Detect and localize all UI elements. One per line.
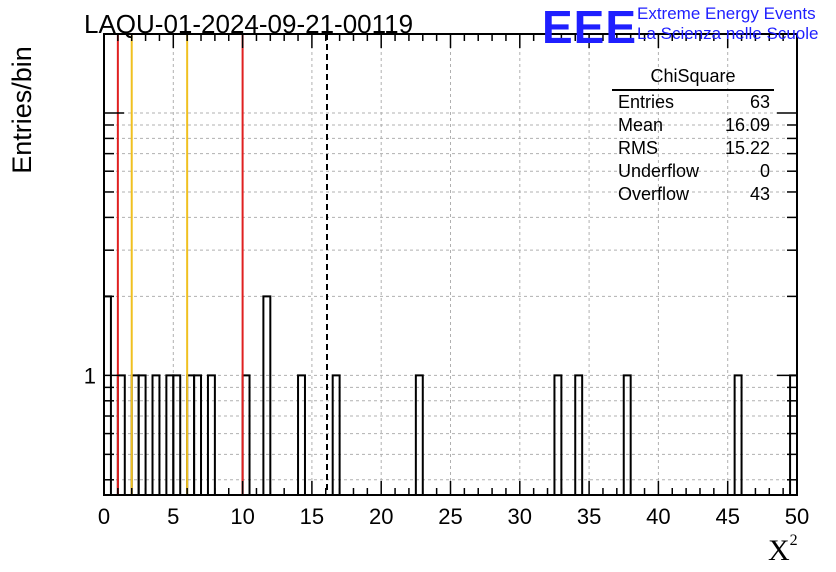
stats-row: Entries 63: [610, 91, 778, 114]
x-tick-label: 10: [230, 504, 254, 529]
logo-line-2: La Scienza nelle Scuole: [637, 24, 819, 43]
histogram-bar: [172, 374, 182, 495]
histogram-bar: [165, 374, 175, 495]
stats-value: 43: [749, 184, 770, 204]
eee-logo-mark: EEE: [542, 1, 638, 53]
histogram-bar: [297, 374, 306, 495]
histogram-bar: [137, 374, 147, 495]
stats-row: Overflow 43: [610, 183, 778, 206]
stats-row: RMS 15.22: [610, 137, 778, 160]
stats-row: Mean 16.09: [610, 114, 778, 137]
stats-label: Mean: [618, 115, 664, 135]
histogram-bar: [414, 374, 424, 495]
histogram-bar: [186, 374, 196, 495]
x-tick-labels: 0 5 10 15 20 25 30 35 40 45 50: [98, 504, 809, 529]
x-tick-label: 35: [577, 504, 601, 529]
reference-lines: [116, 34, 329, 495]
histogram-bar: [574, 374, 584, 495]
y-axis-label: Entries/bin: [7, 46, 37, 174]
axis-ticks: [103, 34, 798, 495]
stats-label: Entries: [618, 92, 675, 112]
stats-label: Underflow: [618, 161, 700, 181]
x-tick-label: 25: [438, 504, 462, 529]
x-tick-label: 15: [300, 504, 324, 529]
y-tick-label: 1: [84, 363, 96, 388]
x-tick-label: 30: [508, 504, 532, 529]
histogram-bar: [241, 374, 251, 495]
histogram-bar: [130, 374, 140, 495]
stats-value: 63: [749, 92, 770, 112]
histogram-bar: [206, 374, 216, 495]
x-tick-label: 20: [369, 504, 393, 529]
stats-rows: Entries 63 Mean 16.09 RMS 15.22 Underflow 0 Over…: [610, 91, 778, 206]
logo-line-1: Extreme Energy Events: [637, 4, 816, 23]
histogram-bar: [331, 374, 341, 495]
histogram-bar: [733, 374, 743, 495]
histogram-bar: [116, 374, 126, 495]
histogram-bar: [262, 295, 272, 495]
x-tick-label: 45: [715, 504, 739, 529]
stats-title: ChiSquare: [612, 66, 774, 91]
histogram-bars: [103, 295, 798, 495]
x-tick-label: 40: [646, 504, 670, 529]
x-tick-label: 50: [785, 504, 809, 529]
histogram-bar: [622, 374, 632, 495]
chart-title: LAQU-01-2024-09-21-00119: [84, 9, 414, 39]
histogram-bar: [193, 374, 203, 495]
stats-label: Overflow: [618, 184, 690, 204]
x-axis-label-text: X: [768, 534, 790, 567]
grid-lines: [104, 34, 797, 495]
histogram-bar: [151, 374, 161, 495]
histogram-bar: [103, 295, 112, 495]
stats-row: Underflow 0: [610, 160, 778, 183]
x-tick-label: 5: [167, 504, 179, 529]
stats-value: 0: [759, 161, 770, 181]
stats-value: 16.09: [724, 115, 770, 135]
stats-label: RMS: [618, 138, 658, 158]
x-axis-label: X2: [768, 532, 798, 568]
x-tick-label: 0: [98, 504, 110, 529]
stats-box: ChiSquare Entries 63 Mean 16.09 RMS 15.22 Unde…: [610, 66, 778, 206]
stats-value: 15.22: [724, 138, 770, 158]
histogram-bar: [789, 374, 798, 495]
histogram-bar: [553, 374, 563, 495]
y-tick-labels: 1: [84, 363, 96, 388]
x-axis-label-superscript: 2: [789, 532, 798, 549]
